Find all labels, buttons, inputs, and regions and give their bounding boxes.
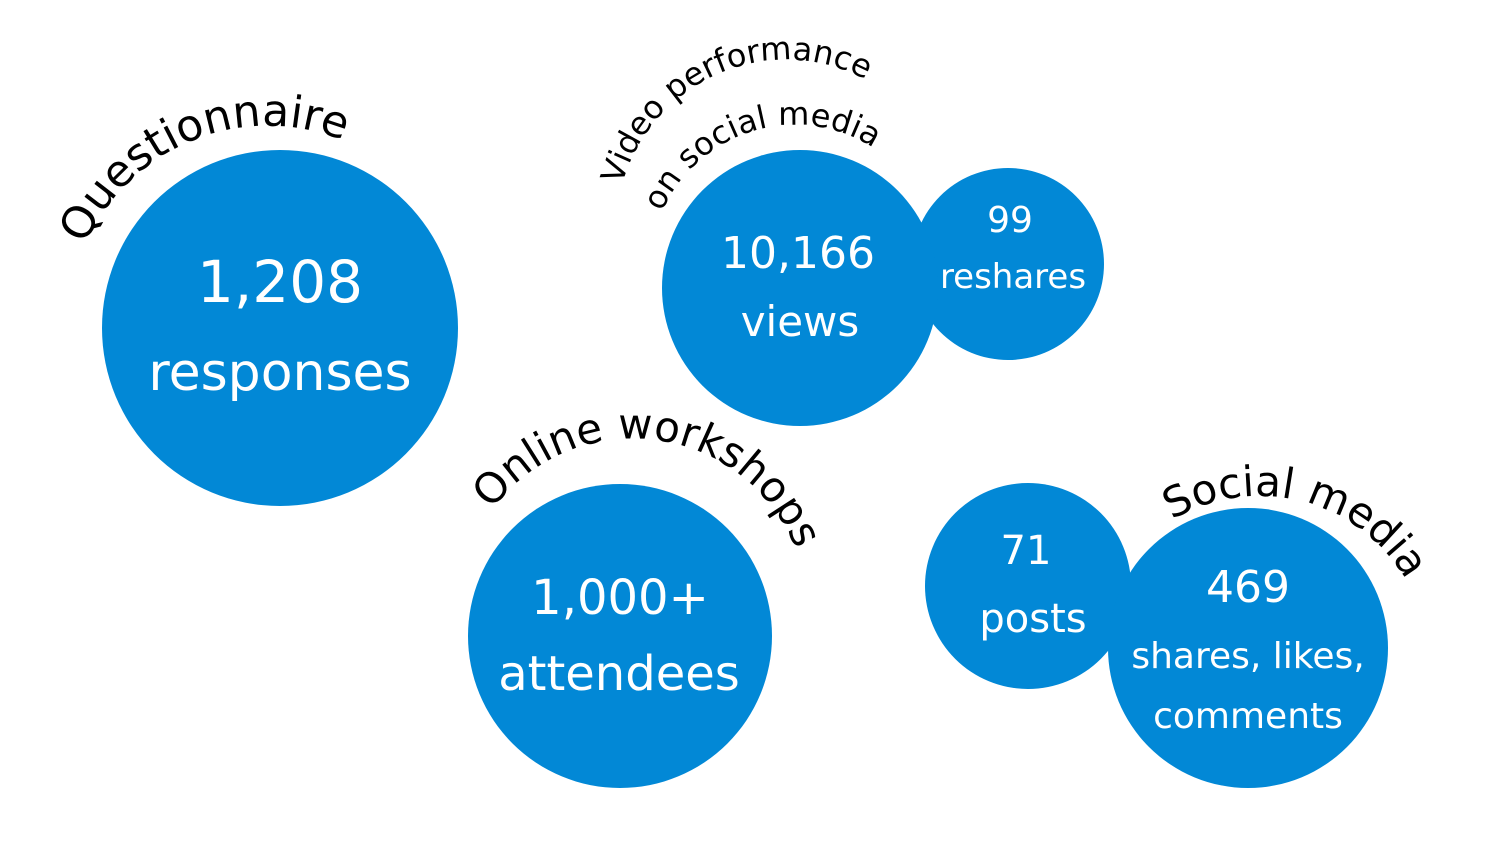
questionnaire-bubble (102, 150, 458, 506)
views-value: 10,166 (721, 228, 875, 279)
views-unit: views (741, 297, 860, 346)
questionnaire-value: 1,208 (197, 248, 363, 316)
engagement-bubble (1108, 508, 1388, 788)
posts-bubble (925, 483, 1131, 689)
reshares-unit: reshares (940, 257, 1086, 297)
engagement-value: 469 (1206, 562, 1290, 613)
workshops-value: 1,000+ (531, 570, 709, 626)
social-media-group: Social media 71 posts 469 shares, likes,… (925, 457, 1439, 788)
workshops-bubble (468, 484, 772, 788)
reshares-bubble (912, 168, 1104, 360)
views-bubble (662, 150, 938, 426)
video-performance-group: Video performance on social media 10,166… (593, 29, 1104, 426)
reshares-value: 99 (987, 200, 1033, 241)
questionnaire-group: Questionnaire 1,208 responses (49, 85, 458, 506)
workshops-unit: attendees (498, 646, 740, 702)
questionnaire-unit: responses (148, 343, 411, 403)
posts-unit: posts (979, 596, 1086, 642)
engagement-unit-line1: shares, likes, (1131, 636, 1364, 677)
engagement-unit-line2: comments (1153, 696, 1343, 737)
posts-value: 71 (1001, 528, 1052, 574)
online-workshops-group: Online workshops 1,000+ attendees (462, 399, 832, 788)
